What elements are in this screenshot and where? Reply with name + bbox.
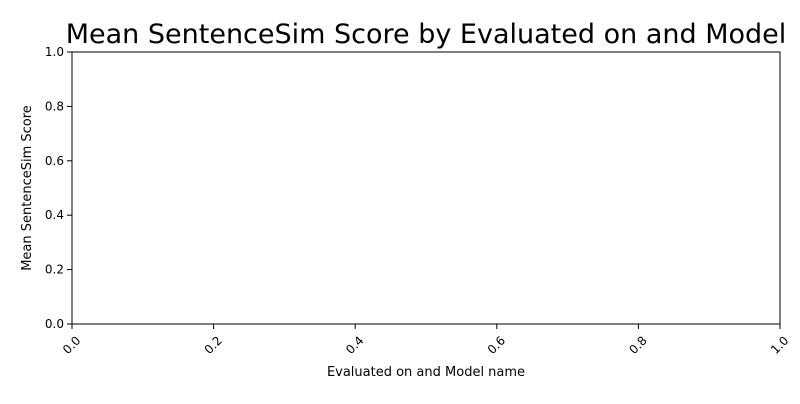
x-tick-label: 0.0: [60, 333, 83, 356]
x-tick-label: 0.6: [485, 333, 508, 356]
x-tick-label: 0.4: [343, 333, 366, 356]
y-axis-ticks: 0.0 0.2 0.4 0.6 0.8 1.0: [45, 45, 72, 331]
plot-area-frame: [71, 51, 781, 325]
y-tick-label: 0.8: [45, 99, 64, 113]
y-tick-label: 0.2: [45, 263, 64, 277]
x-axis-label: Evaluated on and Model name: [327, 365, 525, 380]
y-tick-label: 0.4: [45, 208, 64, 222]
x-axis-ticks: 0.0 0.2 0.4 0.6 0.8 1.0: [60, 324, 791, 357]
chart-title: Mean SentenceSim Score by Evaluated on a…: [66, 19, 787, 50]
y-tick-label: 0.6: [45, 154, 64, 168]
x-tick-label: 1.0: [768, 333, 791, 356]
x-tick-label: 0.2: [202, 333, 225, 356]
y-tick-label: 1.0: [45, 45, 64, 59]
x-tick-label: 0.8: [626, 333, 649, 356]
y-tick-label: 0.0: [45, 317, 64, 331]
y-axis-label: Mean SentenceSim Score: [20, 105, 35, 271]
